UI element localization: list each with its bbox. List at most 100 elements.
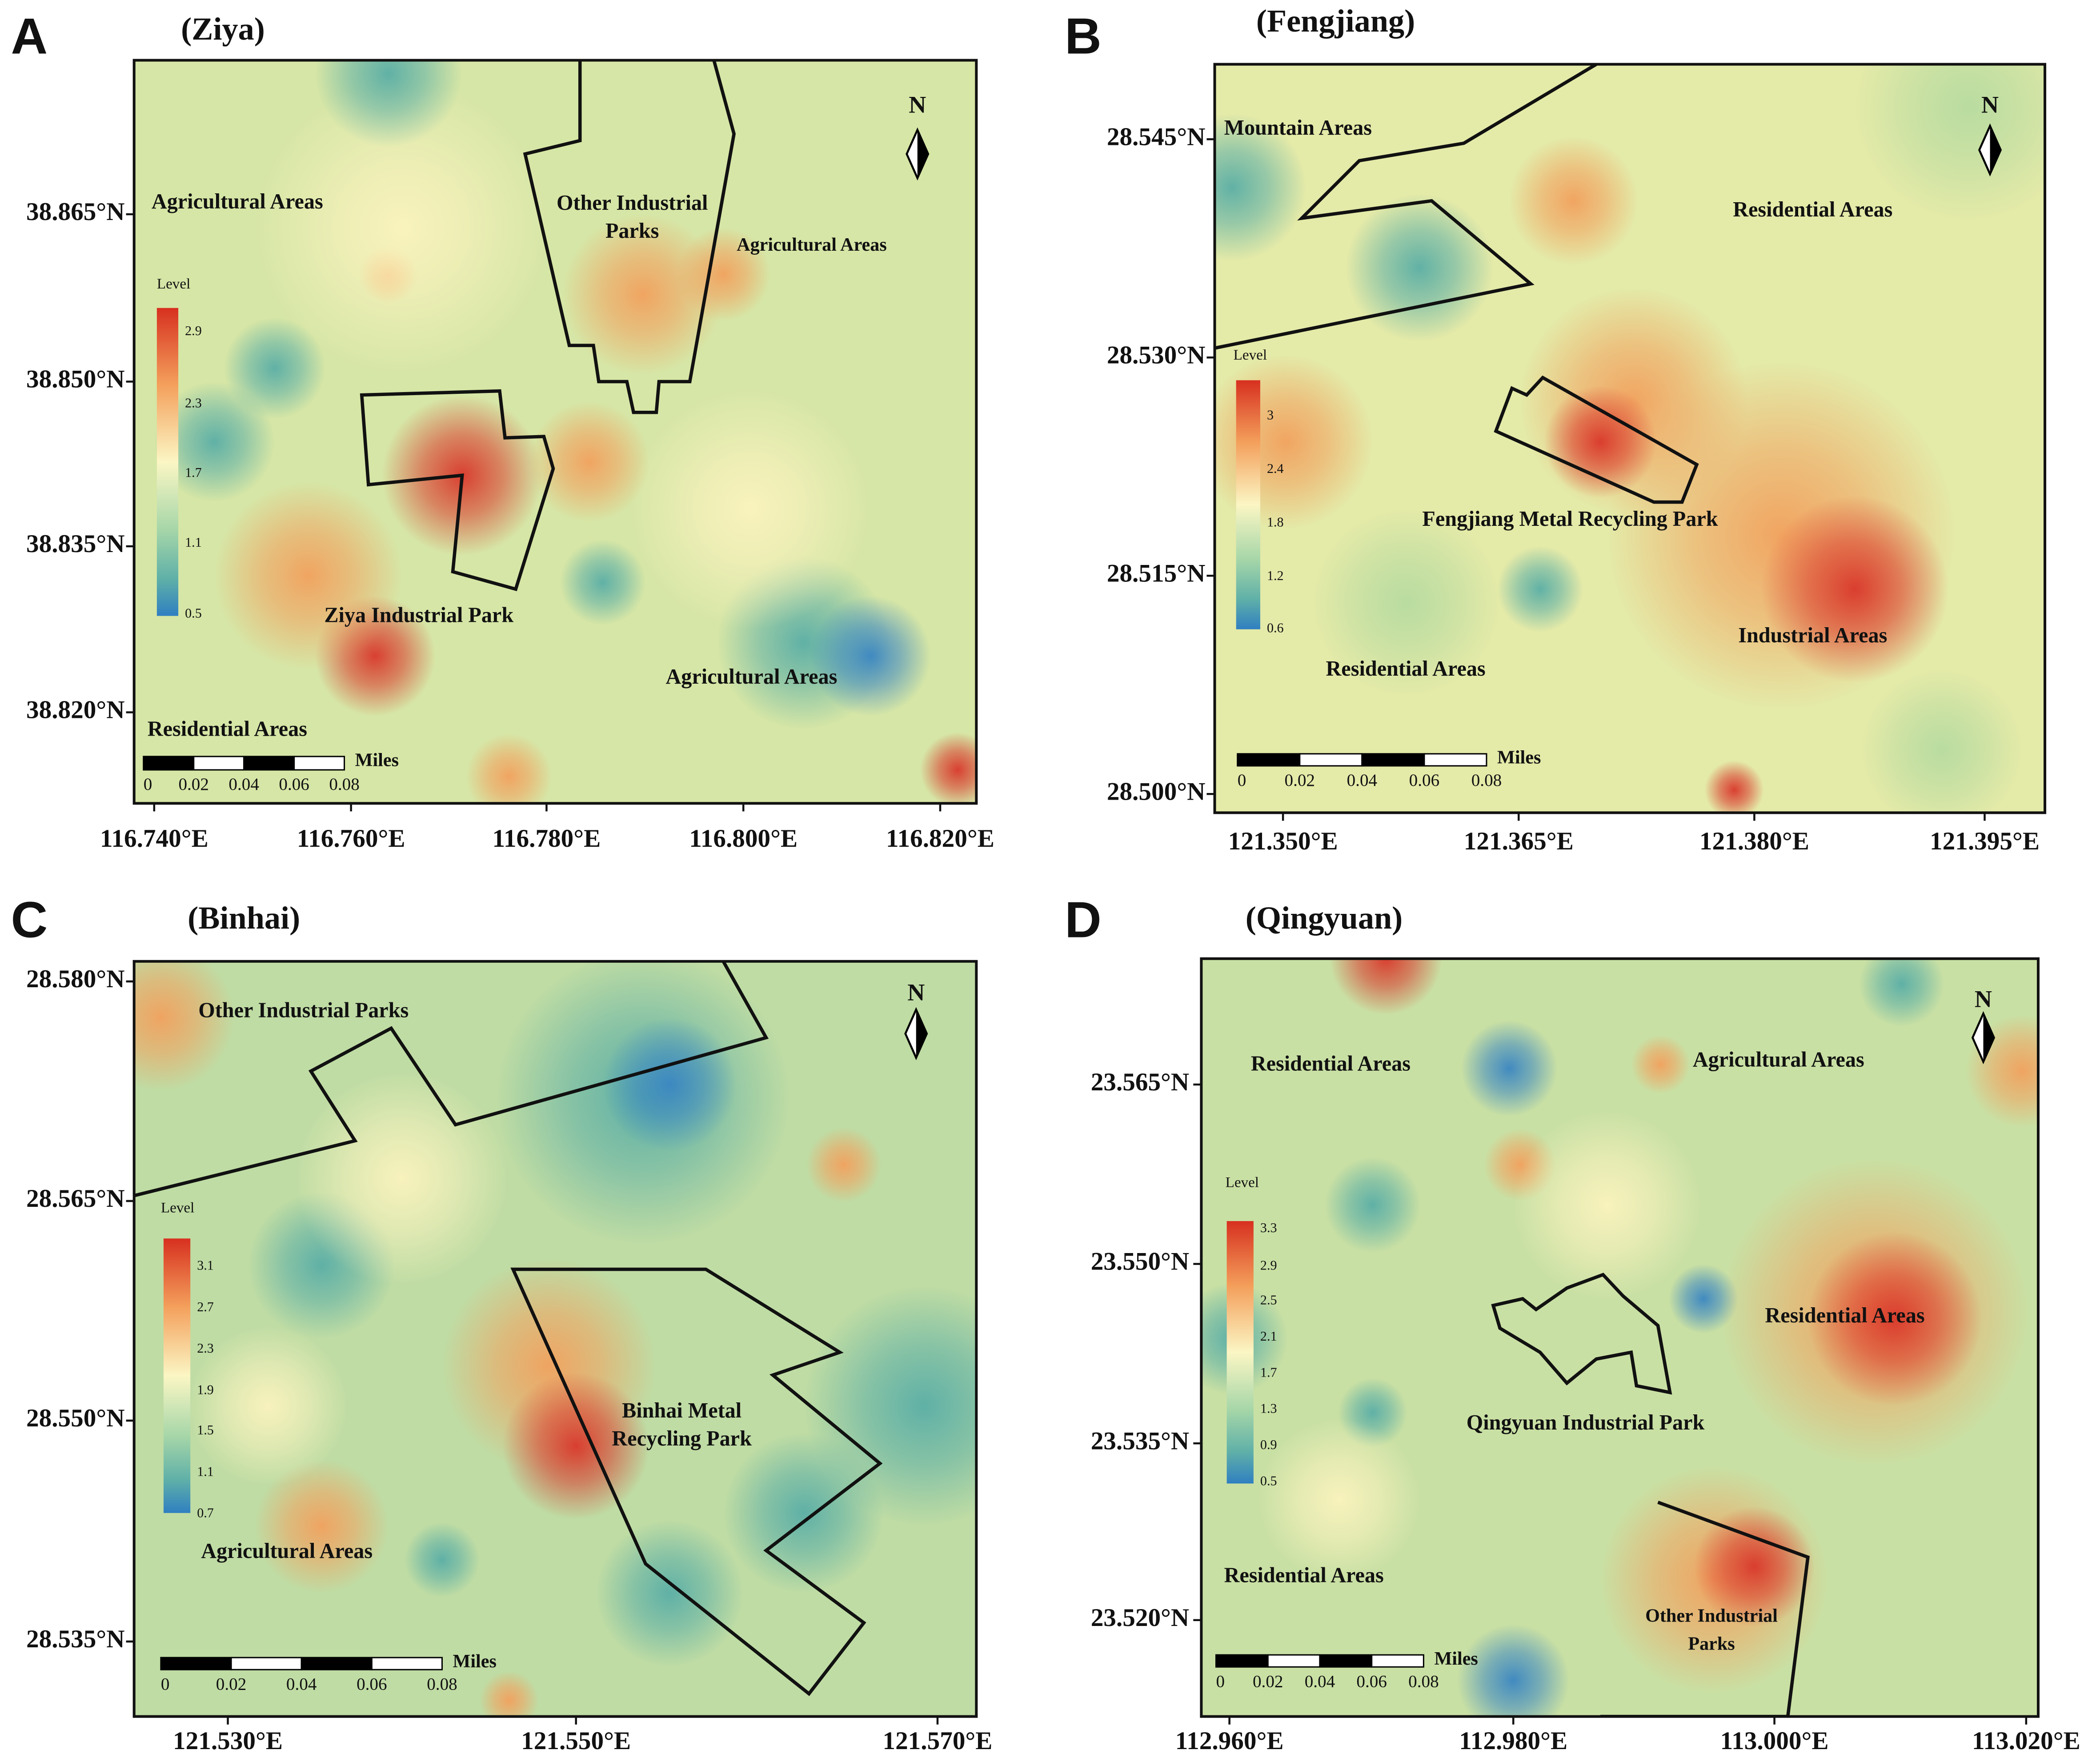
lon-tick-label: 116.760°E bbox=[297, 825, 405, 853]
lon-tick-label: 121.395°E bbox=[1930, 827, 2040, 855]
zone-outline bbox=[1494, 375, 1699, 504]
lat-tick-label: 23.565°N bbox=[1091, 1068, 1190, 1096]
panel-letter: C bbox=[11, 892, 48, 949]
legend-level: 2.5 bbox=[1260, 1293, 1277, 1308]
scale-bar-segment bbox=[1319, 1654, 1373, 1668]
lon-tick-label: 112.980°E bbox=[1459, 1727, 1567, 1755]
lon-tick-label: 116.780°E bbox=[492, 825, 601, 853]
legend-level: 2.9 bbox=[185, 323, 202, 338]
lat-tick-label: 28.530°N bbox=[1107, 341, 1206, 369]
scale-bar-segment bbox=[143, 756, 195, 771]
lat-tick-label: 38.850°N bbox=[26, 365, 125, 393]
legend-title: Level bbox=[161, 1200, 194, 1216]
panel-letter: D bbox=[1065, 892, 1102, 949]
heat-blob bbox=[1509, 136, 1638, 265]
heat-blob bbox=[1807, 1232, 1982, 1406]
heat-blob bbox=[562, 214, 724, 375]
lon-tick-label: 116.740°E bbox=[100, 825, 208, 853]
lon-tick-label: 113.020°E bbox=[1972, 1727, 2080, 1755]
heat-blob bbox=[188, 1326, 349, 1486]
heat-blob bbox=[1861, 669, 2022, 813]
legend-level: 3.3 bbox=[1260, 1220, 1277, 1235]
scale-tick-label: 0.04 bbox=[1305, 1672, 1335, 1691]
lat-tick-label: 23.550°N bbox=[1091, 1248, 1190, 1276]
zone-outline bbox=[134, 961, 769, 1197]
lon-tick-label: 113.000°E bbox=[1720, 1727, 1829, 1755]
lon-tick-label: 121.570°E bbox=[882, 1727, 992, 1755]
heat-blob bbox=[1346, 194, 1494, 342]
legend-level: 1.9 bbox=[197, 1382, 214, 1398]
legend-colorbar bbox=[163, 1238, 191, 1513]
legend-level: 0.9 bbox=[1260, 1437, 1277, 1452]
north-arrow-fill bbox=[1990, 126, 2001, 174]
lon-tick-label: 121.365°E bbox=[1464, 827, 1574, 855]
area-label: Agricultural Areas bbox=[152, 190, 323, 213]
heat-blob bbox=[1631, 1035, 1690, 1094]
heat-blob bbox=[596, 1519, 744, 1667]
area-label: Binhai Metal bbox=[622, 1399, 741, 1422]
lat-tick-label: 28.565°N bbox=[26, 1185, 125, 1213]
heat-blob bbox=[254, 1459, 389, 1594]
legend-level: 2.3 bbox=[197, 1341, 214, 1356]
area-label: Qingyuan Industrial Park bbox=[1467, 1411, 1705, 1434]
lat-tick-label: 23.520°N bbox=[1091, 1604, 1190, 1632]
heat-blob bbox=[1324, 1157, 1421, 1253]
heat-blob bbox=[295, 1071, 509, 1285]
map-frame bbox=[1200, 957, 2040, 1718]
scale-bar-segment bbox=[230, 1657, 302, 1670]
area-label: Other Industrial bbox=[1645, 1605, 1778, 1626]
heat-blob bbox=[1258, 1419, 1420, 1580]
legend-level: 2.1 bbox=[1260, 1329, 1277, 1344]
heat-blob bbox=[502, 1372, 650, 1520]
area-label: Parks bbox=[605, 219, 659, 243]
panel-letter: A bbox=[11, 8, 48, 65]
legend-level: 3 bbox=[1267, 408, 1274, 423]
lat-tick-label: 28.515°N bbox=[1107, 559, 1206, 587]
heat-blob bbox=[466, 733, 552, 804]
heat-blob bbox=[1330, 958, 1443, 1015]
lon-tick-label: 116.820°E bbox=[886, 825, 994, 853]
map-panel: D (Qingyuan) 23.565°N 23.550°N 23.535°N 23.52… bbox=[1065, 892, 2080, 1755]
scale-tick-label: 0 bbox=[161, 1674, 170, 1694]
legend-level: 2.7 bbox=[197, 1299, 214, 1314]
heat-blob bbox=[810, 596, 931, 717]
legend-level: 0.7 bbox=[197, 1506, 214, 1521]
heatmap bbox=[1214, 64, 2045, 813]
legend-colorbar bbox=[156, 308, 179, 616]
heat-blob bbox=[1859, 958, 1945, 1027]
area-label: Residential Areas bbox=[148, 717, 307, 741]
legend-colorbar bbox=[1226, 1221, 1254, 1484]
map-panel: A (Ziya) 38.865°N 38.850°N 38.835°N 38.820°N 1… bbox=[11, 8, 994, 853]
map-frame bbox=[132, 59, 978, 805]
heat-blob bbox=[602, 1017, 737, 1152]
scale-tick-label: 0 bbox=[144, 775, 152, 794]
heat-blob bbox=[1457, 1624, 1570, 1717]
legend-level: 1.3 bbox=[1260, 1401, 1277, 1416]
heat-blob bbox=[1461, 1020, 1558, 1117]
area-label: Residential Areas bbox=[1326, 657, 1486, 681]
heat-blob bbox=[1668, 1264, 1739, 1334]
lat-tick-label: 38.865°N bbox=[26, 198, 125, 226]
area-label: Residential Areas bbox=[1224, 1563, 1384, 1587]
map-frame bbox=[132, 960, 978, 1718]
north-arrow-fill bbox=[916, 1009, 927, 1058]
legend-level: 1.2 bbox=[1267, 568, 1284, 583]
panel-title: (Qingyuan) bbox=[1246, 900, 1403, 936]
scale-bar-segment bbox=[301, 1657, 373, 1670]
legend-level: 2.4 bbox=[1267, 461, 1284, 476]
legend-level: 2.3 bbox=[185, 396, 202, 411]
legend-level: 1.8 bbox=[1267, 515, 1284, 530]
scale-tick-label: 0.08 bbox=[329, 775, 360, 794]
zone-outline bbox=[360, 389, 555, 591]
heatmap bbox=[1201, 958, 2038, 1717]
north-arrow-label: N bbox=[1981, 91, 1999, 118]
lon-tick-label: 121.530°E bbox=[173, 1727, 283, 1755]
north-arrow-label: N bbox=[907, 979, 925, 1005]
lat-tick-label: 28.535°N bbox=[26, 1625, 125, 1653]
heat-blob bbox=[479, 1671, 539, 1717]
area-label: Agricultural Areas bbox=[737, 234, 887, 255]
scale-tick-label: 0.08 bbox=[1471, 771, 1502, 790]
lon-tick-label: 112.960°E bbox=[1175, 1727, 1284, 1755]
heat-blob bbox=[254, 80, 549, 375]
scale-bar-segment bbox=[371, 1657, 443, 1670]
